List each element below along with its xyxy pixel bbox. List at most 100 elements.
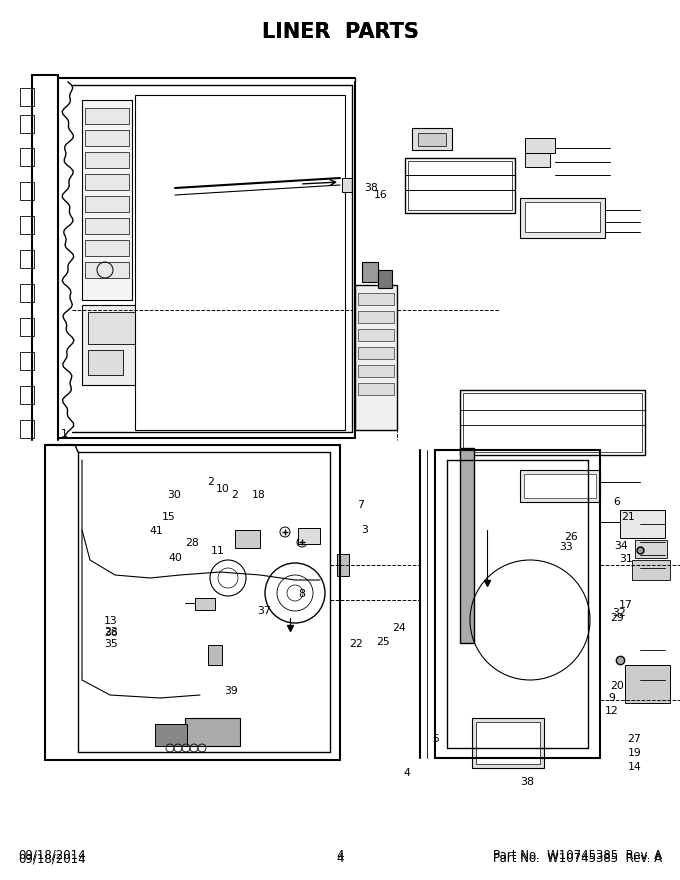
Text: 40: 40 <box>169 553 182 563</box>
Bar <box>342 178 352 192</box>
Text: Part No.  W10745385  Rev. A: Part No. W10745385 Rev. A <box>493 849 662 862</box>
Text: 4: 4 <box>403 767 410 778</box>
Text: 10: 10 <box>216 484 229 495</box>
Bar <box>85 240 129 256</box>
Text: 25: 25 <box>376 636 390 647</box>
Text: 24: 24 <box>392 623 406 634</box>
Text: 09/18/2014: 09/18/2014 <box>18 849 86 862</box>
Bar <box>195 598 215 610</box>
Text: 26: 26 <box>564 532 578 542</box>
Bar <box>632 560 670 580</box>
Text: 36: 36 <box>104 627 118 638</box>
Bar <box>20 182 34 200</box>
Bar <box>525 153 550 167</box>
Bar <box>185 718 240 746</box>
Bar <box>358 347 394 359</box>
Text: 22: 22 <box>349 639 362 649</box>
Bar <box>405 158 515 213</box>
Bar <box>625 665 670 703</box>
Text: 32: 32 <box>612 608 626 619</box>
Text: 4: 4 <box>336 852 344 865</box>
Text: 8: 8 <box>299 589 305 599</box>
Bar <box>88 312 136 344</box>
Text: 14: 14 <box>628 762 641 773</box>
Text: 2: 2 <box>231 489 238 500</box>
Bar <box>20 318 34 336</box>
Bar <box>620 510 665 538</box>
Bar <box>337 554 349 576</box>
Text: 12: 12 <box>605 706 619 716</box>
Text: 3: 3 <box>361 524 368 535</box>
Bar <box>20 284 34 302</box>
Text: 16: 16 <box>374 190 388 201</box>
Bar <box>155 724 187 746</box>
Text: 39: 39 <box>224 686 238 696</box>
Text: LINER  PARTS: LINER PARTS <box>262 22 418 42</box>
Bar <box>85 108 129 124</box>
Text: 2: 2 <box>207 477 214 488</box>
Bar <box>298 528 320 544</box>
Bar <box>135 95 345 430</box>
Text: 18: 18 <box>252 490 265 501</box>
Text: 17: 17 <box>619 600 632 611</box>
Text: 13: 13 <box>104 616 118 627</box>
Bar <box>525 202 600 232</box>
Text: LINER  PARTS: LINER PARTS <box>262 22 418 42</box>
Bar <box>85 218 129 234</box>
Text: 20: 20 <box>610 680 624 691</box>
Bar <box>524 474 596 498</box>
Bar <box>358 329 394 341</box>
Bar <box>358 293 394 305</box>
Text: 33: 33 <box>560 542 573 553</box>
Text: 23: 23 <box>104 627 118 637</box>
Bar <box>362 262 378 282</box>
Bar <box>208 645 222 665</box>
Text: 1: 1 <box>61 429 68 439</box>
Bar <box>85 130 129 146</box>
Text: 27: 27 <box>628 734 641 744</box>
Bar <box>85 174 129 190</box>
Text: 38: 38 <box>520 777 534 787</box>
Bar <box>358 311 394 323</box>
Bar <box>20 250 34 268</box>
Bar <box>82 305 142 385</box>
Bar <box>355 285 397 430</box>
Text: Part No.  W10745385  Rev. A: Part No. W10745385 Rev. A <box>493 852 662 865</box>
Text: 5: 5 <box>432 734 439 744</box>
Text: 30: 30 <box>167 489 181 500</box>
Text: 4: 4 <box>336 849 344 862</box>
Text: 31: 31 <box>619 554 632 564</box>
Text: 15: 15 <box>162 511 175 522</box>
Text: 37: 37 <box>257 605 271 616</box>
Bar <box>472 718 544 768</box>
Bar <box>358 383 394 395</box>
Bar <box>418 133 446 146</box>
Bar <box>358 365 394 377</box>
Text: 41: 41 <box>150 525 163 536</box>
Bar <box>20 420 34 438</box>
Text: 29: 29 <box>610 612 624 623</box>
Bar <box>20 352 34 370</box>
Text: 11: 11 <box>211 546 224 556</box>
Bar <box>463 393 642 452</box>
Bar <box>20 115 34 133</box>
Text: 38: 38 <box>364 183 378 194</box>
Bar <box>20 148 34 166</box>
Text: 34: 34 <box>614 541 628 552</box>
Bar <box>235 530 260 548</box>
Bar <box>408 161 512 210</box>
Bar <box>85 196 129 212</box>
Bar <box>476 722 540 764</box>
Bar <box>525 138 555 153</box>
Text: 19: 19 <box>628 748 641 759</box>
Bar <box>520 198 605 238</box>
Bar <box>412 128 452 150</box>
Bar <box>378 270 392 288</box>
Text: 21: 21 <box>621 511 634 522</box>
Text: 28: 28 <box>186 538 199 548</box>
Bar <box>20 386 34 404</box>
Bar <box>20 88 34 106</box>
Text: 6: 6 <box>613 496 620 507</box>
Bar <box>635 540 667 558</box>
Text: 35: 35 <box>104 639 118 649</box>
